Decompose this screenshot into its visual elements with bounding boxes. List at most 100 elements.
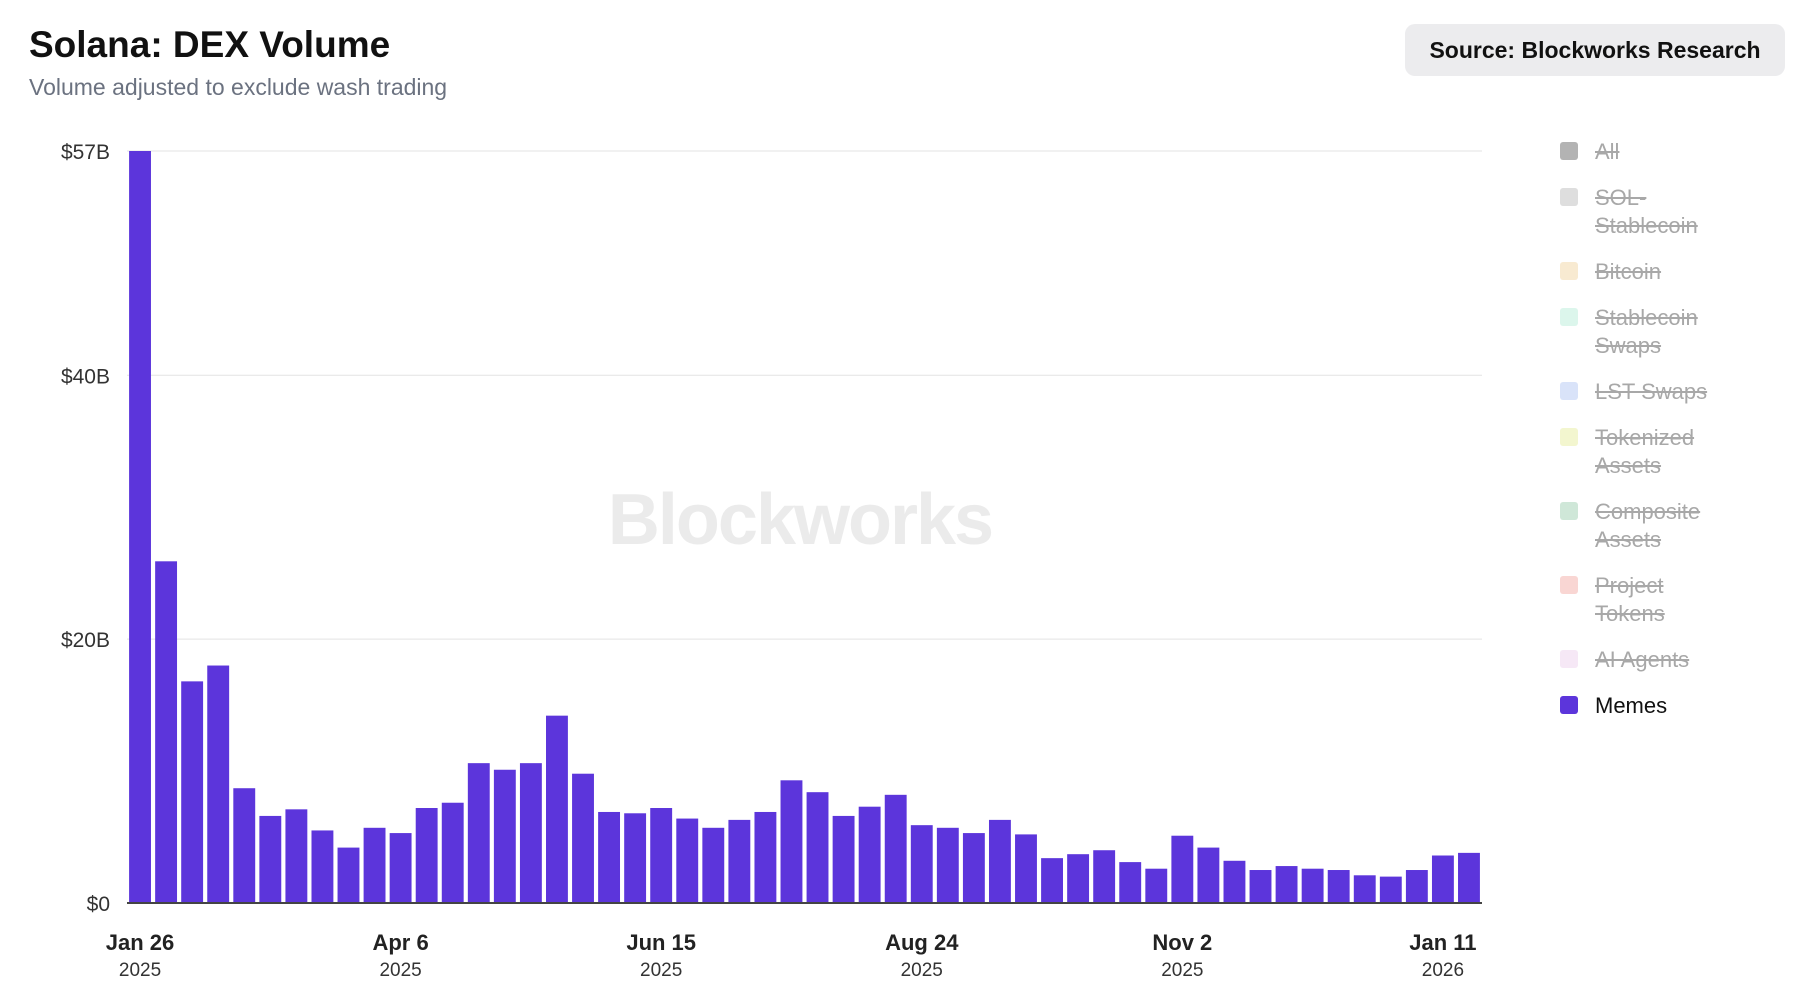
bar[interactable] (519, 763, 542, 903)
bar[interactable] (728, 819, 751, 903)
bar[interactable] (650, 808, 673, 903)
bar[interactable] (780, 780, 803, 903)
legend-item[interactable]: Memes (1560, 692, 1780, 720)
y-tick-label: $0 (87, 893, 110, 916)
bar[interactable] (988, 819, 1011, 903)
legend-swatch (1560, 576, 1578, 594)
bar[interactable] (1171, 835, 1194, 903)
bar[interactable] (467, 763, 490, 903)
legend-item[interactable]: Composite Assets (1560, 498, 1780, 554)
bar[interactable] (1197, 847, 1220, 903)
bar[interactable] (624, 813, 647, 903)
bar[interactable] (155, 561, 178, 903)
bar[interactable] (754, 811, 777, 903)
legend-swatch (1560, 188, 1578, 206)
legend-item[interactable]: LST Swaps (1560, 378, 1780, 406)
bar[interactable] (493, 769, 516, 903)
x-tick-year: 2025 (119, 960, 161, 981)
bar[interactable] (884, 794, 907, 903)
legend-label: Composite Assets (1595, 499, 1701, 552)
x-tick-year: 2025 (640, 960, 682, 981)
legend-label: SOL-Stablecoin (1595, 185, 1698, 238)
legend-item[interactable]: Project Tokens (1560, 572, 1780, 628)
bar[interactable] (285, 809, 308, 903)
x-tick-year: 2026 (1422, 960, 1464, 981)
bar[interactable] (936, 827, 959, 903)
legend-label: Bitcoin (1595, 259, 1662, 284)
x-tick-year: 2025 (379, 960, 421, 981)
axes: $0 $20B $40B $57B Jan 26 2025 Apr 6 2025 Jun 15 2… (61, 141, 1482, 981)
bar[interactable] (259, 815, 282, 903)
bar[interactable] (546, 715, 568, 903)
bar[interactable] (1093, 850, 1116, 903)
chart-subtitle: Volume adjusted to exclude wash trading (29, 74, 448, 100)
chart-title: Solana: DEX Volume (29, 24, 391, 65)
legend-item[interactable]: Tokenized Assets (1560, 424, 1780, 480)
legend-swatch (1560, 650, 1578, 668)
x-tick-label: Jan 26 (106, 930, 175, 955)
legend-swatch (1560, 428, 1578, 446)
bar[interactable] (181, 681, 204, 903)
bar[interactable] (311, 830, 334, 903)
bar[interactable] (910, 825, 933, 903)
y-tick-label: $20B (61, 629, 110, 652)
bar[interactable] (233, 788, 256, 903)
bar[interactable] (702, 827, 725, 903)
bar[interactable] (1405, 870, 1428, 903)
x-tick-label: Jun 15 (626, 930, 696, 955)
bar[interactable] (1223, 860, 1246, 903)
bar[interactable] (1353, 875, 1376, 903)
legend-item[interactable]: Bitcoin (1560, 258, 1780, 286)
x-tick-label: Apr 6 (372, 930, 428, 955)
bar[interactable] (129, 151, 151, 903)
bar[interactable] (1327, 870, 1350, 903)
bar[interactable] (337, 847, 360, 903)
watermark: Blockworks (608, 480, 992, 560)
legend-item[interactable]: AI Agents (1560, 646, 1780, 674)
legend-swatch (1560, 142, 1578, 160)
legend-label: All (1595, 139, 1620, 164)
legend-item[interactable]: SOL-Stablecoin (1560, 184, 1780, 240)
bar[interactable] (806, 792, 829, 903)
legend-label: Stablecoin Swaps (1595, 305, 1698, 358)
x-tick-label: Nov 2 (1152, 930, 1212, 955)
bar[interactable] (415, 808, 438, 903)
x-tick-label: Aug 24 (885, 930, 959, 955)
bar[interactable] (1301, 868, 1324, 903)
legend-swatch (1560, 502, 1578, 520)
bar[interactable] (389, 833, 412, 903)
bar[interactable] (1275, 866, 1298, 903)
bar[interactable] (1145, 868, 1168, 903)
bar[interactable] (1015, 834, 1037, 903)
x-tick-year: 2025 (901, 960, 943, 981)
source-badge[interactable]: Source: Blockworks Research (1405, 24, 1785, 76)
legend-label: Memes (1595, 693, 1668, 718)
bar[interactable] (1458, 852, 1480, 903)
bar[interactable] (1041, 858, 1063, 903)
bar[interactable] (1119, 862, 1142, 903)
bar[interactable] (676, 818, 699, 903)
bar[interactable] (1431, 855, 1454, 903)
bar[interactable] (207, 665, 230, 903)
legend-item[interactable]: All (1560, 138, 1780, 166)
bar[interactable] (1067, 854, 1090, 903)
bar[interactable] (1249, 870, 1272, 903)
bar[interactable] (858, 806, 881, 903)
bar[interactable] (598, 811, 621, 903)
x-tick-year: 2025 (1161, 960, 1203, 981)
bar[interactable] (832, 815, 855, 903)
bar[interactable] (1379, 876, 1402, 903)
legend-swatch (1560, 382, 1578, 400)
bar[interactable] (962, 833, 985, 903)
legend-swatch (1560, 262, 1578, 280)
legend-label: LST Swaps (1595, 379, 1708, 404)
bar[interactable] (363, 827, 386, 903)
bar[interactable] (572, 773, 594, 903)
x-tick-label: Jan 11 (1409, 930, 1476, 955)
legend-label: Tokenized Assets (1595, 425, 1695, 478)
y-tick-label: $57B (61, 141, 110, 164)
bar[interactable] (441, 802, 464, 903)
legend-swatch (1560, 308, 1578, 326)
legend-item[interactable]: Stablecoin Swaps (1560, 304, 1780, 360)
